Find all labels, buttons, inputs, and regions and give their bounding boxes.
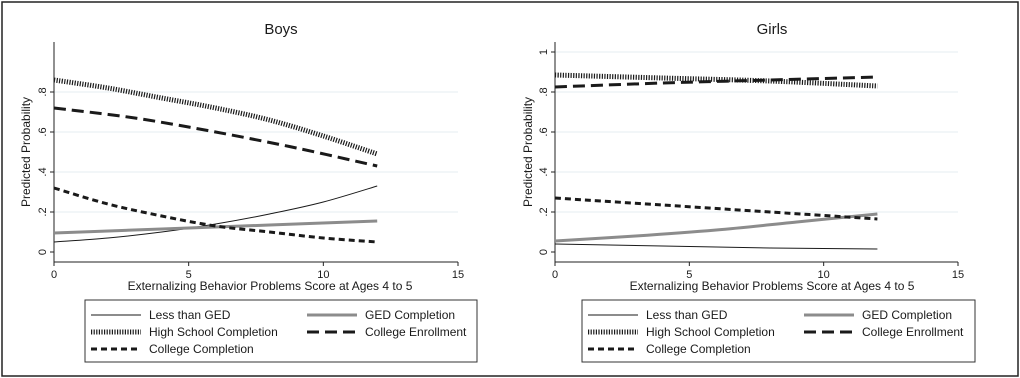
x-tick-label: 5: [686, 269, 692, 281]
series-line: [53, 77, 378, 157]
series-line: [53, 106, 378, 168]
y-tick-label: .2: [37, 207, 49, 216]
series-line: [554, 75, 878, 89]
series-line: [53, 185, 378, 243]
y-tick-label: .8: [37, 87, 49, 96]
x-axis-label: Externalizing Behavior Problems Score at…: [128, 279, 413, 293]
series-line: [53, 219, 378, 235]
series-line: [554, 72, 878, 89]
legend-label: High School Completion: [149, 325, 278, 339]
y-tick-label: 0: [37, 249, 49, 255]
y-tick-label: .6: [538, 127, 550, 136]
y-tick-label: 1: [538, 49, 550, 55]
y-axis-label: Predicted Probability: [19, 97, 33, 207]
series-line: [53, 186, 378, 244]
y-tick-label: .2: [538, 207, 550, 216]
series-line: [554, 196, 878, 221]
series-line: [554, 243, 878, 250]
x-axis-label: Externalizing Behavior Problems Score at…: [630, 279, 915, 293]
legend: Less than GED GED Completion High School C…: [581, 299, 976, 363]
legend-box: [84, 299, 478, 363]
legend-label: College Completion: [646, 342, 751, 356]
legend-label: College Completion: [149, 342, 254, 356]
legend-label: College Enrollment: [365, 325, 467, 339]
legend: Less than GED GED Completion High School C…: [84, 299, 478, 363]
x-tick-label: 15: [952, 269, 964, 281]
x-tick-label: 5: [186, 269, 192, 281]
x-tick-label: 15: [452, 269, 464, 281]
series-line: [554, 212, 878, 243]
y-tick-label: 0: [538, 249, 550, 255]
y-tick-label: .4: [538, 167, 550, 176]
legend-box: [581, 299, 976, 363]
legend-label: GED Completion: [365, 308, 455, 322]
chart-panel-0: Boys 0 .2 .4 .6 .8 0 5 10 15 Externalizing Behavio…: [19, 21, 478, 363]
legend-label: Less than GED: [149, 308, 231, 322]
x-tick-label: 10: [317, 269, 329, 281]
y-tick-label: .6: [37, 127, 49, 136]
chart-title: Girls: [757, 21, 788, 38]
y-tick-label: .4: [37, 167, 49, 176]
legend-label: GED Completion: [862, 308, 952, 322]
x-tick-label: 0: [552, 269, 558, 281]
x-tick-label: 10: [818, 269, 830, 281]
y-tick-label: .8: [538, 87, 550, 96]
legend-label: College Enrollment: [862, 325, 964, 339]
y-axis-label: Predicted Probability: [521, 97, 535, 207]
chart-title: Boys: [264, 21, 297, 38]
legend-label: Less than GED: [646, 308, 728, 322]
legend-label: High School Completion: [646, 325, 775, 339]
x-tick-label: 0: [51, 269, 57, 281]
